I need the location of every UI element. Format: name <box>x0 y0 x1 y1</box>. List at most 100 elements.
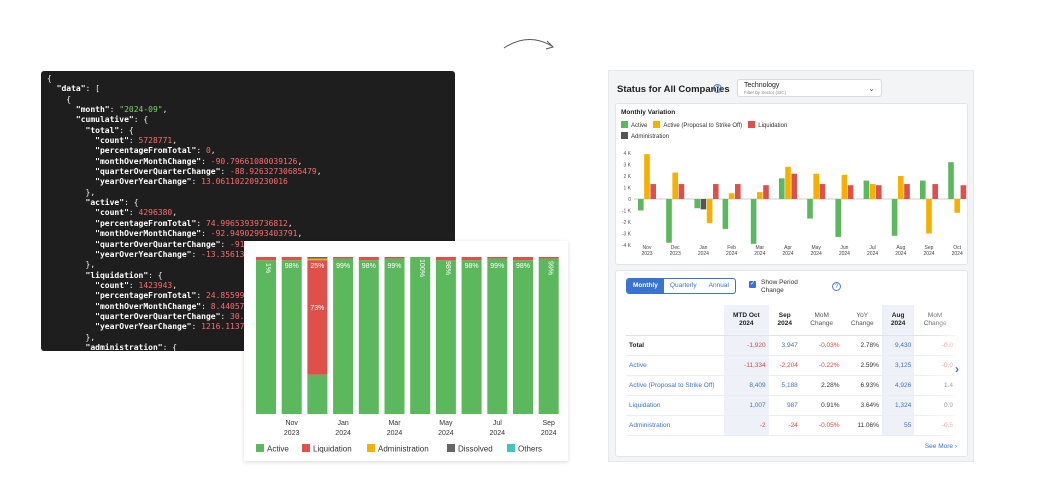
variation-bar[interactable] <box>700 199 707 210</box>
chevron-right-icon[interactable]: › <box>955 362 959 376</box>
row-label[interactable]: Liquidation <box>626 395 724 416</box>
variation-bar[interactable] <box>666 199 672 243</box>
see-more-link[interactable]: See More › <box>924 443 957 450</box>
column-header[interactable]: MoM Change <box>914 305 956 336</box>
variation-bar[interactable] <box>841 174 848 199</box>
bar-segment-active[interactable] <box>461 260 482 414</box>
variation-bar[interactable] <box>757 192 763 199</box>
bar-segment-active[interactable] <box>513 260 533 414</box>
bar-segment-liquidation[interactable] <box>384 257 405 259</box>
variation-bar[interactable] <box>722 199 729 229</box>
bar-segment-liquidation[interactable] <box>256 257 276 261</box>
bar-segment-liquidation[interactable] <box>333 257 354 259</box>
variation-bar[interactable] <box>735 184 741 199</box>
bar-segment-active[interactable] <box>435 260 456 414</box>
variation-bar[interactable] <box>948 162 954 199</box>
variation-bar[interactable] <box>960 185 967 199</box>
variation-bar[interactable] <box>898 176 904 199</box>
variation-bar[interactable] <box>926 199 932 234</box>
sector-filter-select[interactable]: Technology Filter by Sector (SIC) ⌄ <box>737 79 882 97</box>
variation-bar[interactable] <box>694 199 700 209</box>
bar-segment-active[interactable] <box>307 374 328 414</box>
variation-bar[interactable] <box>891 199 898 236</box>
variation-bar[interactable] <box>779 178 785 199</box>
tab-quarterly[interactable]: Quarterly <box>669 282 697 289</box>
bar-segment-liquidation[interactable] <box>281 257 302 261</box>
bar-segment-administration[interactable] <box>307 258 328 261</box>
variation-bar[interactable] <box>644 154 650 199</box>
legend-item-liquidation[interactable]: Liquidation <box>748 121 787 129</box>
bar-segment-active[interactable] <box>487 258 508 414</box>
legend-item[interactable]: Liquidation <box>313 445 352 454</box>
table-row[interactable]: Active -11,334 -2,204 -0.22% 2.59% 3,125 -0.0 <box>626 355 956 376</box>
tab-monthly[interactable]: Monthly <box>627 279 664 293</box>
tab-annual[interactable]: Annual <box>708 282 729 289</box>
legend-item[interactable]: Others <box>518 445 542 454</box>
variation-bar[interactable] <box>763 185 769 199</box>
legend-item[interactable]: Dissolved <box>458 445 493 454</box>
variation-bar[interactable] <box>728 193 735 199</box>
variation-bar[interactable] <box>678 184 685 199</box>
bar-segment-liquidation[interactable] <box>487 257 508 259</box>
bar-segment-dissolved[interactable] <box>307 257 328 259</box>
column-header[interactable]: Aug 2024 <box>881 305 915 336</box>
bar-segment-liquidation[interactable] <box>435 257 456 261</box>
bar-segment-active[interactable] <box>256 260 276 414</box>
bar-segment-active[interactable] <box>333 258 354 414</box>
bar-segment-active[interactable] <box>538 258 559 414</box>
legend-item[interactable]: Administration <box>378 445 429 454</box>
bar-segment-active[interactable] <box>410 257 431 414</box>
variation-bar[interactable] <box>869 184 876 199</box>
bar-segment-liquidation[interactable] <box>513 257 533 261</box>
bar-segment-liquidation[interactable] <box>538 257 559 259</box>
row-label[interactable]: Active (Proposal to Strike Off) <box>626 375 724 396</box>
variation-bar[interactable] <box>650 184 656 199</box>
bar-segment-liquidation[interactable] <box>461 257 482 261</box>
column-header[interactable]: MTD Oct 2024 <box>724 305 769 336</box>
bar-segment-liquidation[interactable] <box>358 257 379 261</box>
table-cell: 1,324 <box>881 395 915 416</box>
variation-bar[interactable] <box>819 184 826 199</box>
show-period-change-checkbox[interactable]: ✓ <box>749 281 756 288</box>
column-header[interactable]: YoY Change <box>842 305 882 336</box>
legend-item-strike-off[interactable]: Active (Proposal to Strike Off) <box>653 121 742 129</box>
table-row[interactable]: Total -1,920 3,947 -0.03% 2.78% 9,430 -0.0 <box>626 335 956 356</box>
variation-bar[interactable] <box>713 184 719 199</box>
info-icon[interactable]: ? <box>713 84 722 93</box>
variation-bar[interactable] <box>750 199 757 244</box>
row-label[interactable]: Active <box>626 355 724 376</box>
legend-item[interactable]: Active <box>267 445 289 454</box>
column-header[interactable]: Sep 2024 <box>768 305 801 336</box>
variation-bar[interactable] <box>932 184 938 199</box>
variation-bar[interactable] <box>706 199 713 224</box>
variation-bar[interactable] <box>638 199 644 211</box>
table-cell: 2.59% <box>842 355 882 376</box>
variation-bar[interactable] <box>920 180 926 199</box>
info-icon[interactable]: ? <box>832 282 841 291</box>
legend-item-active[interactable]: Active <box>621 121 647 129</box>
variation-bar[interactable] <box>847 185 854 199</box>
row-label[interactable]: Administration <box>626 415 724 436</box>
variation-bar[interactable] <box>863 180 870 199</box>
variation-legend-row-2: Administration <box>621 132 669 140</box>
legend-item-administration[interactable]: Administration <box>621 132 669 140</box>
table-row[interactable]: Liquidation 1,007 987 0.91% 3.64% 1,324 0.9 <box>626 395 956 416</box>
bar-segment-active[interactable] <box>358 260 379 414</box>
variation-bar[interactable] <box>835 199 841 237</box>
table-row[interactable]: Active (Proposal to Strike Off) 8,409 5,18… <box>626 375 956 396</box>
variation-bar[interactable] <box>807 199 813 219</box>
variation-bar[interactable] <box>876 185 882 199</box>
bar-segment-liquidation[interactable] <box>307 260 328 375</box>
variation-bar[interactable] <box>904 184 910 199</box>
variation-bar[interactable] <box>954 199 960 213</box>
variation-bar[interactable] <box>813 173 819 199</box>
x-tick-label: Mar <box>755 245 764 251</box>
column-header[interactable]: MoM Change <box>800 305 843 336</box>
code-line: { <box>47 74 52 83</box>
bar-segment-active[interactable] <box>281 260 302 414</box>
variation-bar[interactable] <box>672 172 678 199</box>
bar-segment-active[interactable] <box>384 258 405 414</box>
table-row[interactable]: Administration -2 -24 -0.05% 11.06% 55 -0.5 <box>626 415 956 436</box>
variation-bar[interactable] <box>785 166 791 199</box>
variation-bar[interactable] <box>791 173 797 199</box>
